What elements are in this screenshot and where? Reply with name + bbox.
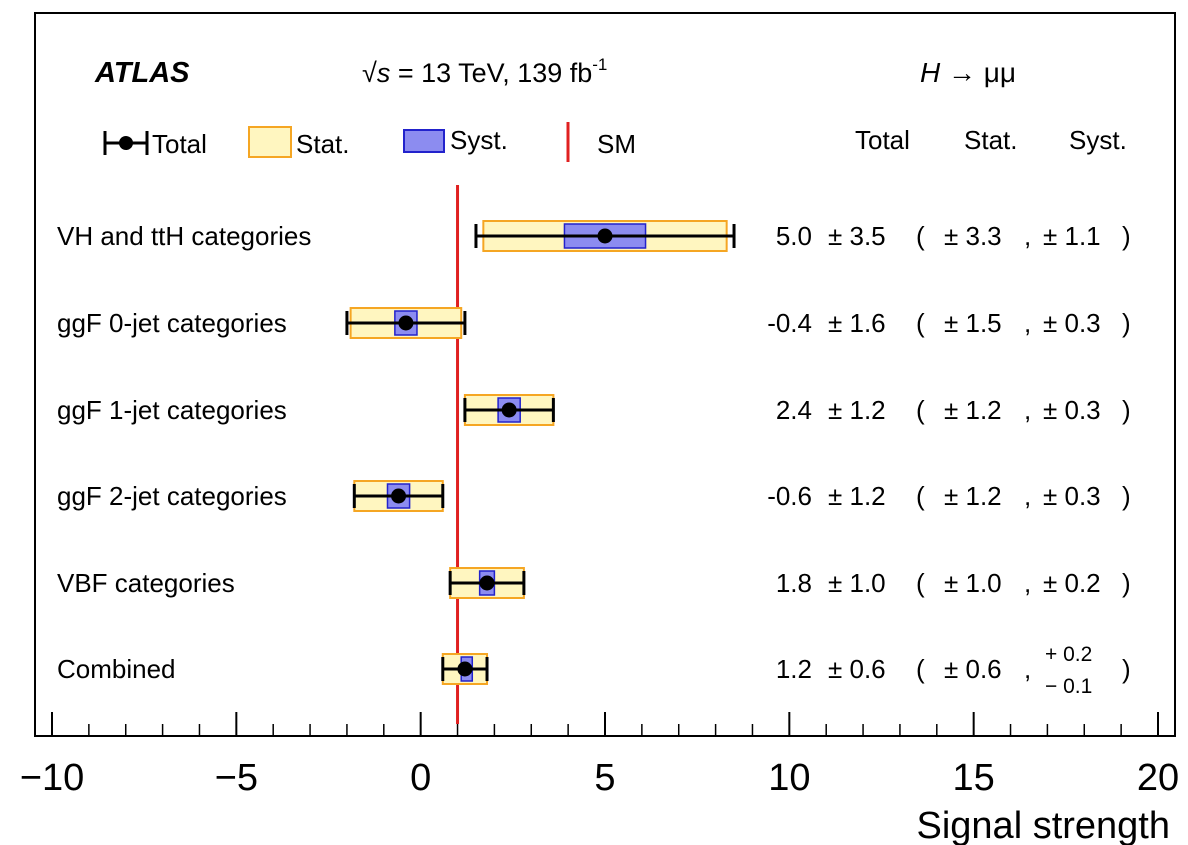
close-paren: ) [1122,481,1131,511]
category-label: ggF 1-jet categories [57,395,287,425]
central-value-marker [479,575,495,591]
legend-stat-swatch [248,126,292,158]
open-paren: ( [916,221,925,251]
legend-syst-swatch [403,129,445,153]
x-tick-label: 10 [768,757,810,799]
open-paren: ( [916,395,925,425]
category-row: Combined 1.2 ± 0.6 ( ± 0.6, + 0.2 − 0.1) [57,643,1131,698]
legend-syst-label: Syst. [450,125,508,155]
comma: , [1024,308,1031,338]
close-paren: ) [1122,395,1131,425]
central-value-marker [501,402,517,418]
syst-error-text: ± 0.3 [1043,481,1101,511]
central-value-marker [457,661,473,677]
category-row: VH and ttH categories 5.0 ± 3.5 ( ± 3.3, ± 1.… [57,220,1131,252]
open-paren: ( [916,568,925,598]
category-label: ggF 0-jet categories [57,308,287,338]
central-value-marker [391,488,407,504]
column-header-syst: Syst. [1069,125,1127,155]
category-row: ggF 2-jet categories -0.6 ± 1.2 ( ± 1.2, ± 0.… [57,480,1131,512]
category-rows: VH and ttH categories 5.0 ± 3.5 ( ± 3.3, ± 1.… [57,220,1131,698]
comma: , [1024,481,1031,511]
plot-frame [34,12,1176,737]
energy-variable: s [377,58,391,88]
x-tick-label: 20 [1137,757,1179,799]
x-tick-label: 15 [953,757,995,799]
syst-error-down-text: − 0.1 [1045,675,1092,698]
comma: , [1024,568,1031,598]
value-text: 1.8 [776,568,812,598]
column-header-stat: Stat. [964,125,1017,155]
syst-error-text: ± 0.3 [1043,395,1101,425]
stat-error-text: ± 1.5 [944,308,1002,338]
process-variable: H [920,57,941,88]
comma: , [1024,654,1031,684]
stat-error-text: ± 0.6 [944,654,1002,684]
close-paren: ) [1122,308,1131,338]
lumi-exponent: -1 [592,55,607,74]
syst-error-up-text: + 0.2 [1045,643,1092,666]
open-paren: ( [916,481,925,511]
total-error-text: ± 1.6 [828,308,886,338]
total-error-text: ± 1.2 [828,395,886,425]
process-rest: → μμ [940,57,1016,88]
stat-error-text: ± 1.0 [944,568,1002,598]
experiment-label: ATLAS [94,57,190,89]
x-tick-label: −5 [215,757,258,799]
syst-error-text: ± 0.3 [1043,308,1101,338]
energy-sqrt-symbol: √ [362,58,377,88]
category-label: Combined [57,654,176,684]
x-tick-label: −10 [20,757,84,799]
syst-error-text: ± 0.2 [1043,568,1101,598]
value-text: -0.6 [767,481,812,511]
close-paren: ) [1122,568,1131,598]
total-error-text: ± 1.2 [828,481,886,511]
legend-stat-label: Stat. [296,129,349,159]
open-paren: ( [916,654,925,684]
x-tick-label: 5 [594,757,615,799]
category-row: VBF categories 1.8 ± 1.0 ( ± 1.0, ± 0.2) [57,567,1131,599]
category-row: ggF 0-jet categories -0.4 ± 1.6 ( ± 1.5, ± 0.… [57,307,1131,339]
total-error-text: ± 1.0 [828,568,886,598]
x-axis: −10 −5 0 5 10 15 20 [20,712,1179,799]
legend-total-label: Total [152,129,207,159]
stat-error-text: ± 1.2 [944,395,1002,425]
energy-text: = 13 TeV, 139 fb [390,58,592,88]
open-paren: ( [916,308,925,338]
stat-error-text: ± 3.3 [944,221,1002,251]
column-header-total: Total [855,125,910,155]
central-value-marker [398,315,414,331]
legend-sm-label: SM [597,129,636,159]
process-label: H → μμ [920,57,1016,88]
value-text: -0.4 [767,308,812,338]
value-text: 1.2 [776,654,812,684]
category-label: ggF 2-jet categories [57,481,287,511]
total-error-text: ± 3.5 [828,221,886,251]
legend: Total Stat. Syst. SM [103,122,636,162]
category-label: VBF categories [57,568,235,598]
value-text: 2.4 [776,395,812,425]
close-paren: ) [1122,221,1131,251]
stat-error-text: ± 1.2 [944,481,1002,511]
close-paren: ) [1122,654,1131,684]
value-text: 5.0 [776,221,812,251]
comma: , [1024,395,1031,425]
category-row: ggF 1-jet categories 2.4 ± 1.2 ( ± 1.2, ± 0.3… [57,394,1131,426]
legend-total-symbol [103,131,149,155]
x-axis-title: Signal strength [917,805,1171,845]
x-tick-label: 0 [410,757,431,799]
energy-lumi-label: √s = 13 TeV, 139 fb-1 [362,55,607,88]
category-label: VH and ttH categories [57,221,311,251]
syst-error-text: ± 1.1 [1043,221,1101,251]
comma: , [1024,221,1031,251]
central-value-marker [597,228,613,244]
total-error-text: ± 0.6 [828,654,886,684]
